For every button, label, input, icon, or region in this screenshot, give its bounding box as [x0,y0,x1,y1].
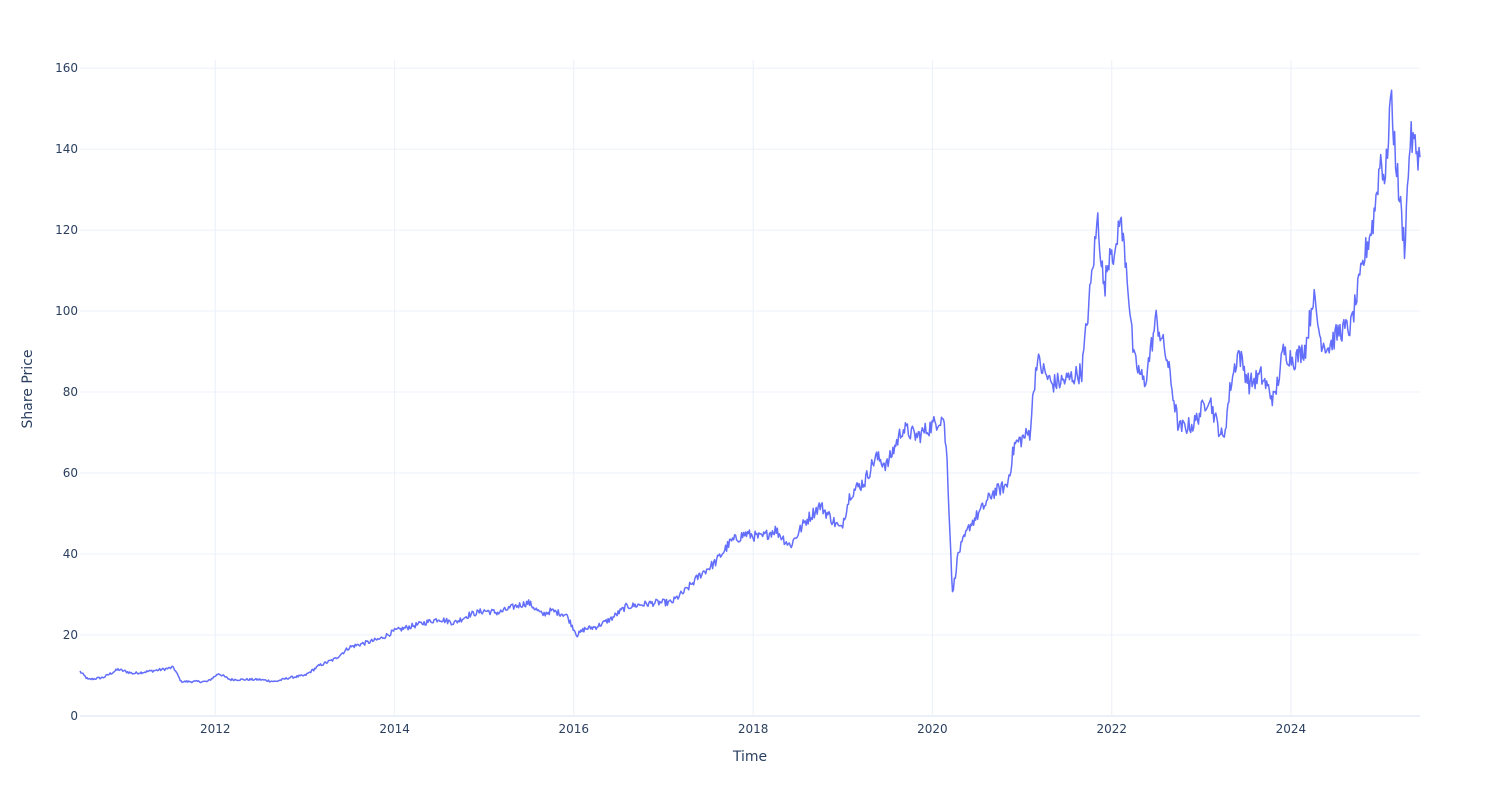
y-tick-label: 120 [55,223,78,237]
y-tick-label: 60 [63,466,78,480]
y-tick-label: 80 [63,385,78,399]
x-tick-label: 2014 [379,722,410,736]
x-tick-label: 2022 [1096,722,1127,736]
x-axis-title: Time [732,749,767,765]
y-tick-label: 140 [55,142,78,156]
grid-layer [80,60,1420,717]
y-tick-label: 0 [70,709,78,723]
x-tick-label: 2024 [1276,722,1307,736]
series-layer [79,89,1421,684]
y-tick-label: 20 [63,628,78,642]
y-axis-title: Share Price [20,349,36,428]
x-tick-label: 2018 [738,722,769,736]
x-tick-label: 2012 [200,722,231,736]
y-tick-label: 100 [55,304,78,318]
x-tick-label: 2016 [559,722,590,736]
x-tick-label: 2020 [917,722,948,736]
y-tick-label: 40 [63,547,78,561]
x-axis-ticks: 2012 2014 2016 2018 2020 2022 2024 [200,722,1306,736]
y-tick-label: 160 [55,61,78,75]
y-axis-ticks: 0 20 40 60 80 100 120 140 160 [55,61,78,723]
series-line-0 [79,89,1421,684]
